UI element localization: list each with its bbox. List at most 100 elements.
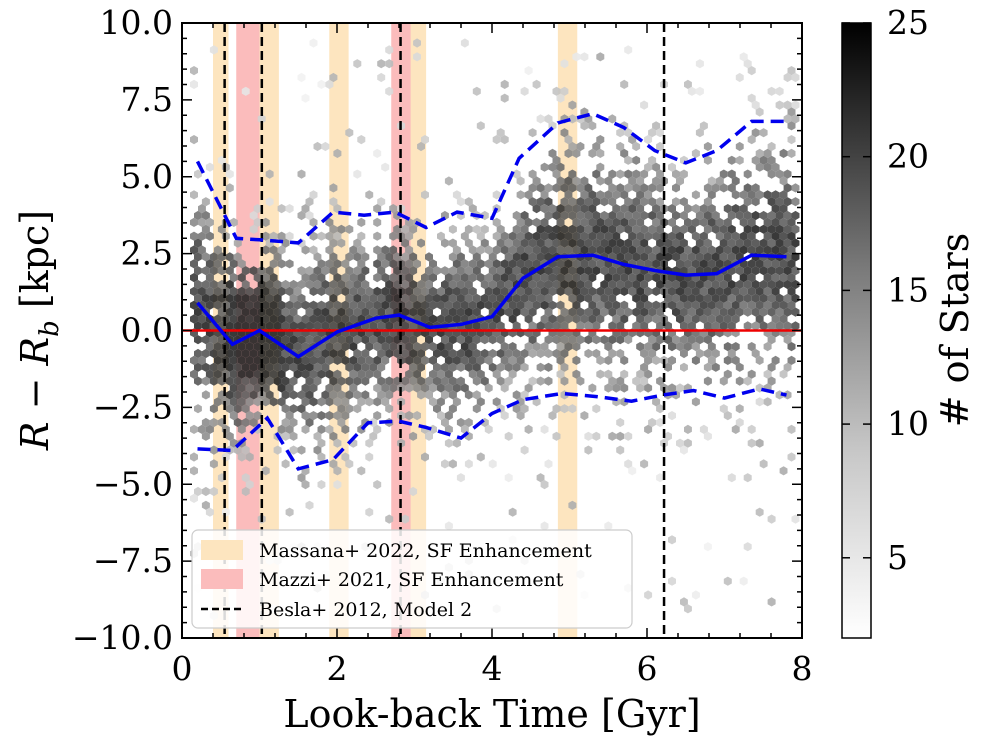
hexbin [640,348,649,359]
hexbin [504,238,513,248]
hexbin [293,342,302,352]
hexbin [425,252,433,262]
hexbin [468,245,477,255]
hexbin [353,169,362,179]
hexbin [672,252,680,262]
hexbin [536,238,545,248]
hexbin [405,273,414,283]
hexbin [775,238,784,248]
hexbin [628,204,637,214]
hexbin [401,348,410,359]
hexbin [668,162,676,172]
hexbin [476,273,485,283]
hexbin [560,59,569,69]
hexbin [636,369,645,379]
hexbin [524,314,533,324]
hexbin [576,376,585,386]
hexbin [198,355,206,365]
hexbin [687,224,696,234]
hexbin [624,335,633,345]
hexbin [289,362,298,372]
hexbin [201,266,210,276]
hexbin [640,376,649,386]
hexbin [253,217,262,227]
hexbin [500,93,509,103]
hexbin [652,355,661,365]
hexbin [739,300,748,310]
hexbin [301,369,310,379]
hexbin [241,362,250,372]
hexbin [568,169,577,179]
hexbin [421,355,429,365]
hexbin [345,266,354,276]
hexbin [536,293,545,303]
hexbin [201,321,210,331]
hexbin [592,307,601,317]
hexbin [198,424,206,434]
hexbin [608,321,617,331]
hexbin [297,473,306,483]
hexbin [560,362,569,372]
hexbin [767,597,776,607]
hexbin [249,390,258,400]
hexbin [381,397,390,407]
hexbin [648,183,657,193]
hexbin [584,431,593,441]
hexbin [648,210,657,221]
hexbin [680,362,688,372]
hexbin [616,279,625,290]
hexbin [492,286,501,296]
hexbin [532,79,541,89]
hexbin [695,348,704,359]
hexbin [241,321,250,331]
hexbin [190,217,198,227]
hexbin [600,266,609,276]
hexbin [787,217,796,227]
hexbin [644,231,653,241]
hexbin [783,210,792,221]
hexbin [389,383,398,393]
hexbin [572,369,581,379]
hexbin [719,183,728,193]
hexbin [229,369,238,379]
hexbin [747,93,756,103]
legend-label-besla: Besla+ 2012, Model 2 [259,599,472,621]
hexbin [624,45,633,55]
hexbin [393,252,402,262]
hexbin [444,176,453,186]
hexbin [715,231,724,241]
hexbin [703,348,712,359]
hexbin [644,162,653,172]
hexbin [556,259,565,269]
hexbin [329,348,338,359]
hexbin [333,300,342,310]
hexbin [699,314,708,324]
hexbin [568,335,577,345]
hexbin [560,307,569,317]
hexbin [656,307,664,317]
hexbin [787,148,796,158]
hexbin [405,217,414,227]
hexbin [444,342,453,352]
hexbin [381,162,390,172]
hexbin [644,135,653,145]
hexbin [301,273,310,283]
hexbin [472,348,481,359]
hexbin [767,266,776,276]
hexbin [361,279,370,290]
hexbin [409,279,418,290]
hexbin [325,245,334,255]
hexbin [572,273,581,283]
hexbin [691,342,700,352]
hexbin [472,335,481,345]
hexbin [743,279,752,290]
hexbin [417,141,425,152]
hexbin [576,307,585,317]
hexbin [365,300,374,310]
hexbin [429,286,437,296]
hexbin [568,279,577,290]
hexbin [616,238,625,248]
hexbin [337,417,346,428]
hexbin [580,190,589,200]
hexbin [680,197,688,207]
